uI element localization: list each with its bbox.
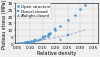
Point xyxy=(21,43,22,44)
Point xyxy=(23,42,25,43)
Y-axis label: Plateau stress (MPa): Plateau stress (MPa) xyxy=(2,0,7,48)
Point xyxy=(47,35,48,36)
Point xyxy=(55,29,56,30)
Point xyxy=(80,10,81,11)
Point xyxy=(60,26,61,27)
Point xyxy=(48,34,50,35)
Point xyxy=(34,40,36,41)
Point xyxy=(60,39,61,40)
Point xyxy=(27,42,28,43)
Point xyxy=(85,6,86,7)
Point xyxy=(28,42,30,43)
Legend: Open structure, Duocel-closed, Alulight-closed: Open structure, Duocel-closed, Alulight-… xyxy=(16,4,51,19)
Point xyxy=(48,34,50,35)
Point xyxy=(31,41,32,42)
Point xyxy=(55,30,56,31)
Point xyxy=(26,42,27,43)
Point xyxy=(34,40,36,41)
Point xyxy=(47,36,48,37)
Point xyxy=(67,35,69,36)
X-axis label: Relative density: Relative density xyxy=(37,50,76,55)
Point xyxy=(32,41,34,42)
Point xyxy=(42,37,44,38)
Point xyxy=(44,36,46,37)
Point xyxy=(39,39,41,40)
Point xyxy=(49,33,51,34)
Point xyxy=(67,20,69,21)
Point xyxy=(37,40,38,41)
Point xyxy=(27,42,28,43)
Point xyxy=(29,41,31,42)
Point xyxy=(74,15,76,16)
Point xyxy=(18,43,20,44)
Point xyxy=(42,38,44,39)
Point xyxy=(24,42,26,43)
